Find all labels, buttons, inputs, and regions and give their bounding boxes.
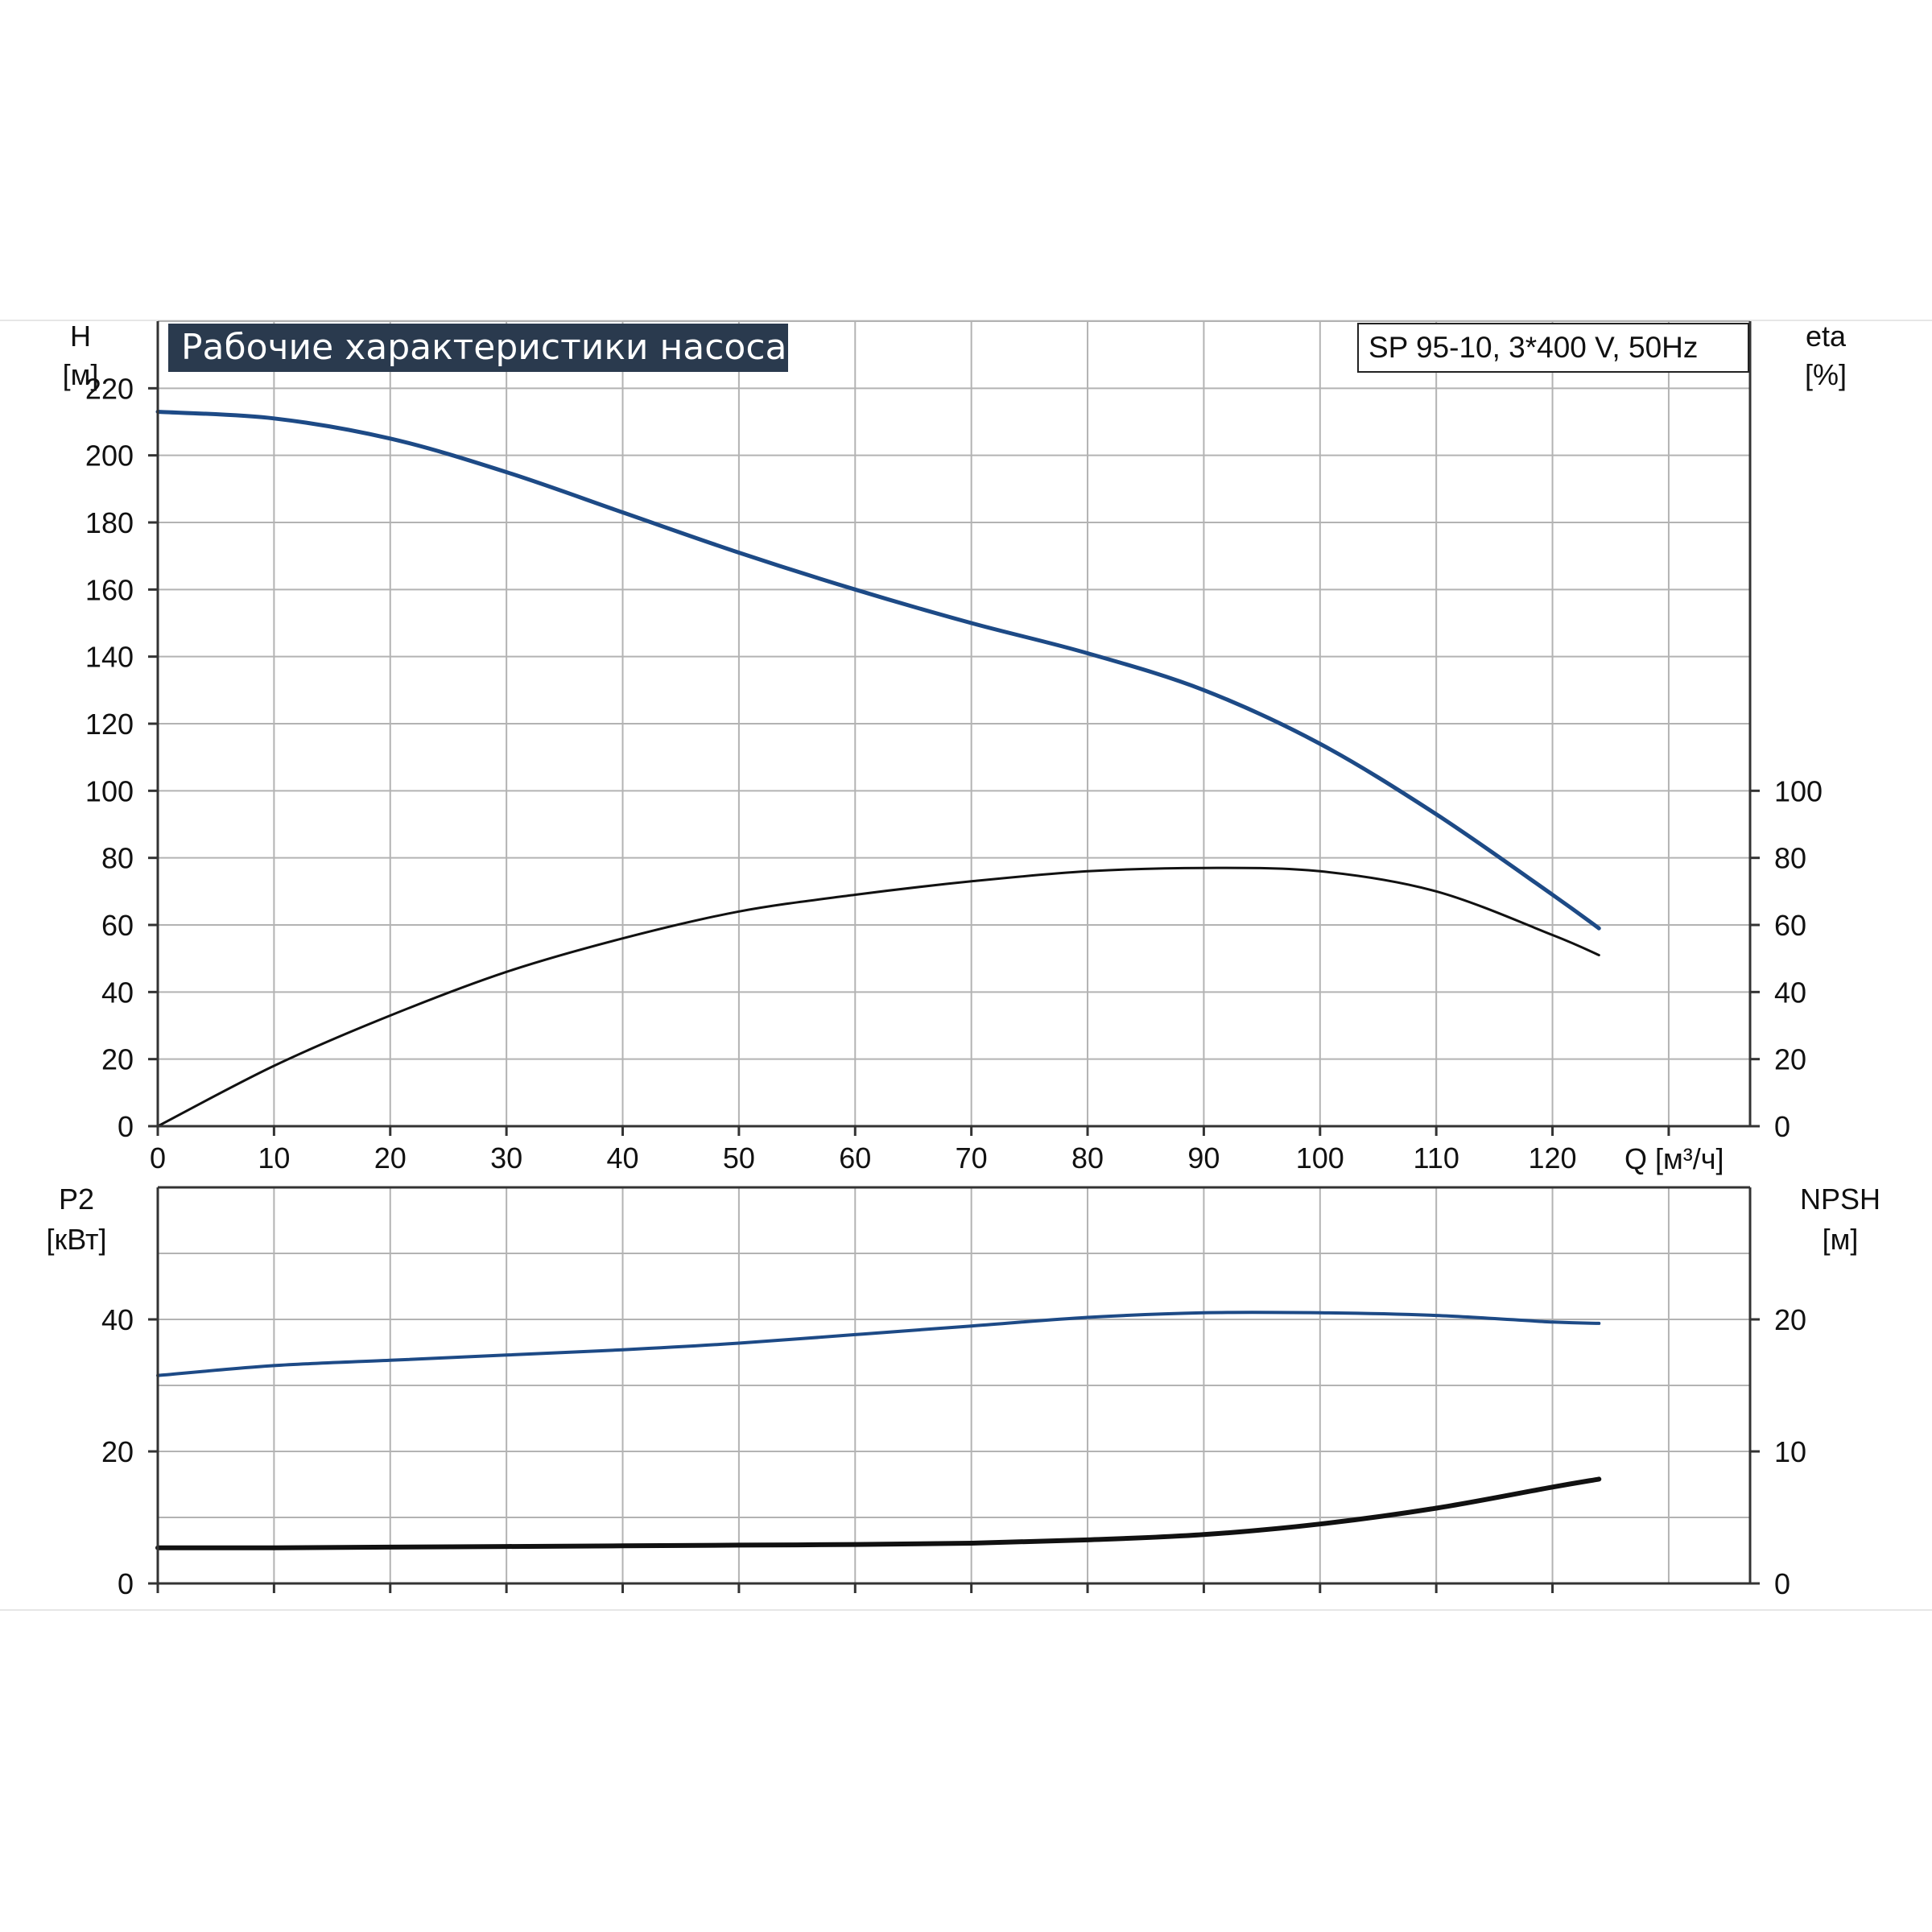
top-left-tick-label: 180	[85, 506, 134, 539]
chart-title-box	[168, 324, 788, 372]
bottom-right-axis-title: NPSH	[1800, 1183, 1880, 1216]
bottom-left-tick-label: 20	[101, 1435, 134, 1468]
x-tick-label: 60	[839, 1141, 871, 1174]
power-curve	[156, 1311, 1601, 1377]
bottom-left-axis-unit: [кВт]	[46, 1223, 106, 1256]
top-right-tick-label: 60	[1774, 909, 1806, 942]
bottom-right-tick-label: 10	[1774, 1435, 1806, 1468]
bottom-panel-grid	[158, 1187, 1750, 1583]
top-left-tick-label: 140	[85, 641, 134, 674]
axes-layer	[148, 321, 1760, 1593]
top-left-axis-title: H	[70, 320, 91, 353]
x-tick-label: 90	[1187, 1141, 1220, 1174]
efficiency-curve	[156, 866, 1600, 1128]
x-tick-label: 100	[1296, 1141, 1344, 1174]
x-tick-label: 50	[723, 1141, 755, 1174]
top-left-tick-label: 40	[101, 976, 134, 1009]
bottom-right-axis-unit: [м]	[1823, 1223, 1859, 1256]
chart-title: Рабочие характеристики насоса	[181, 327, 786, 368]
top-right-tick-label: 40	[1774, 976, 1806, 1009]
x-tick-label: 80	[1071, 1141, 1104, 1174]
bottom-left-tick-label: 0	[118, 1567, 134, 1600]
tick-labels: 0 10 20 30 40 50 60 70 80 90 100 110 120020406080100…	[85, 372, 1823, 1600]
top-left-tick-label: 160	[85, 573, 134, 606]
x-axis-title: Q [м³/ч]	[1624, 1142, 1724, 1175]
top-right-axis-unit: [%]	[1805, 358, 1847, 391]
top-right-tick-label: 100	[1774, 774, 1823, 807]
top-left-tick-label: 20	[101, 1043, 134, 1076]
top-left-tick-label: 60	[101, 909, 134, 942]
top-right-tick-label: 80	[1774, 842, 1806, 875]
x-tick-label: 120	[1529, 1141, 1577, 1174]
top-left-axis-unit: [м]	[63, 358, 99, 391]
head-curve	[155, 410, 1601, 931]
legend-box	[1357, 323, 1749, 373]
legend-entry: SP 95-10, 3*400 V, 50Hz	[1368, 331, 1698, 364]
bottom-left-axis-title: P2	[59, 1183, 94, 1216]
x-tick-label: 10	[258, 1141, 290, 1174]
top-right-axis-title: eta	[1806, 320, 1847, 353]
x-tick-label: 70	[956, 1141, 988, 1174]
top-panel-grid	[158, 320, 1750, 1126]
bottom-right-tick-label: 20	[1774, 1303, 1806, 1336]
top-left-tick-label: 220	[85, 372, 134, 405]
top-left-tick-label: 0	[118, 1110, 134, 1143]
top-right-tick-label: 0	[1774, 1110, 1790, 1143]
npsh-curve	[155, 1476, 1602, 1550]
x-tick-label: 20	[374, 1141, 407, 1174]
x-tick-label: 40	[606, 1141, 638, 1174]
x-tick-label: 0	[150, 1141, 166, 1174]
bottom-left-tick-label: 40	[101, 1303, 134, 1336]
top-left-tick-label: 120	[85, 708, 134, 741]
top-left-tick-label: 100	[85, 774, 134, 807]
top-left-tick-label: 200	[85, 440, 134, 473]
x-tick-label: 110	[1413, 1141, 1459, 1174]
series-layer	[155, 410, 1602, 1550]
x-tick-label: 30	[490, 1141, 522, 1174]
bottom-right-tick-label: 0	[1774, 1567, 1790, 1600]
top-right-tick-label: 20	[1774, 1043, 1806, 1076]
top-left-tick-label: 80	[101, 842, 134, 875]
